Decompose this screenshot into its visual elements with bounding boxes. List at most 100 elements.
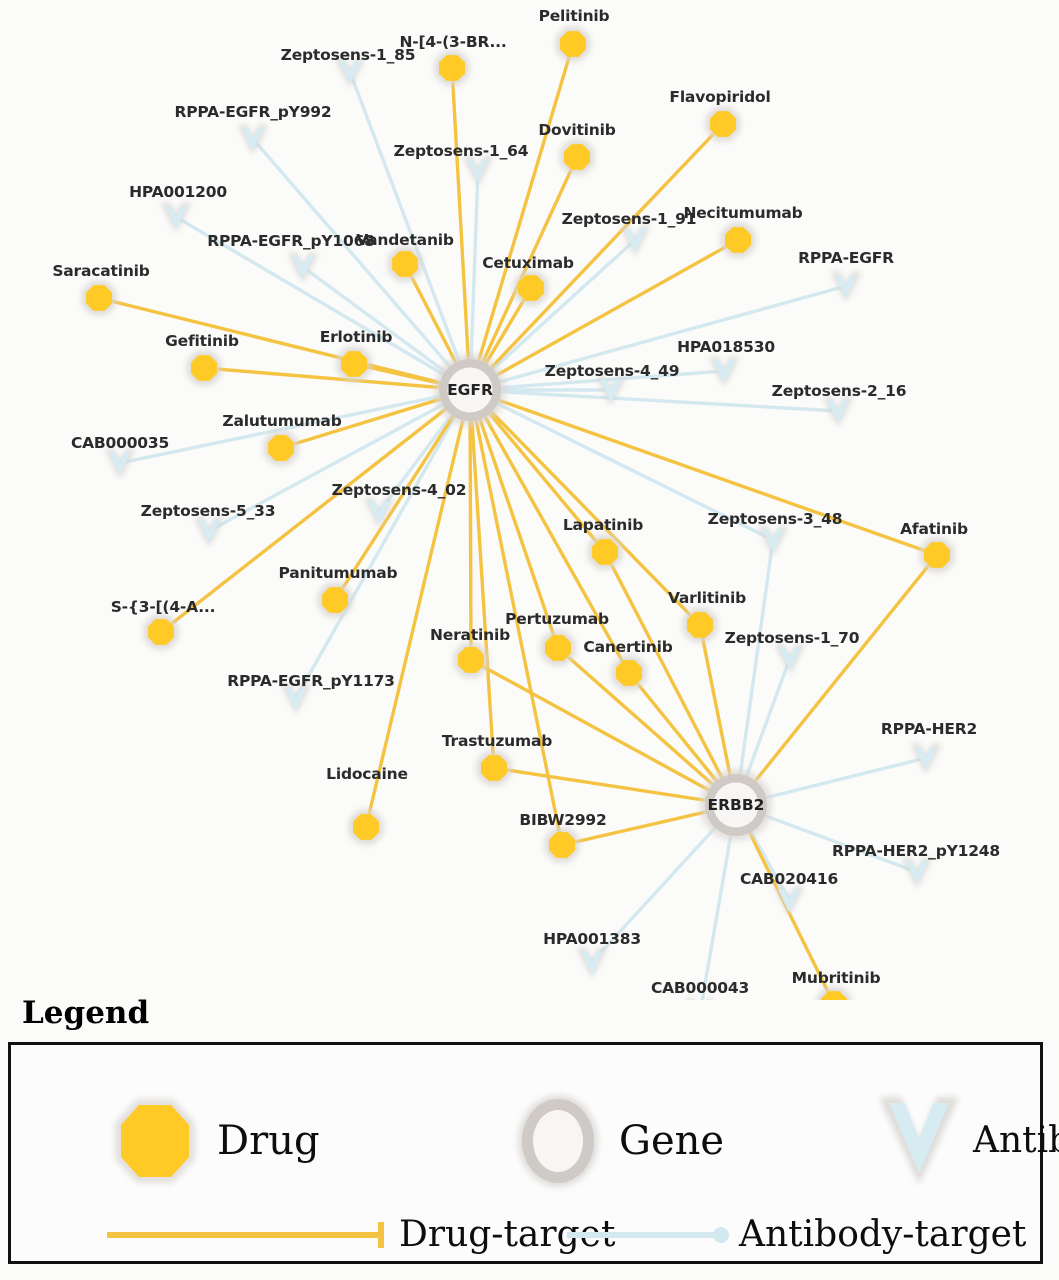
drug-node[interactable]	[186, 350, 222, 386]
antibody-node[interactable]	[596, 375, 626, 406]
legend-item-antibody: Antibody	[871, 1089, 1059, 1193]
edge-egfr	[364, 388, 472, 829]
antibody-node[interactable]	[758, 525, 788, 556]
drug-node[interactable]	[540, 630, 576, 666]
antibody-node[interactable]	[902, 857, 932, 888]
edge-egfr	[468, 388, 775, 542]
drug-node[interactable]	[705, 106, 741, 142]
edge-egfr	[159, 388, 472, 634]
antibody-node[interactable]	[238, 124, 268, 155]
drug-node[interactable]	[348, 809, 384, 845]
edge-erbb2	[556, 646, 738, 807]
nodes-layer	[81, 26, 955, 1000]
edge-egfr	[174, 215, 472, 392]
gene-node[interactable]	[434, 354, 506, 426]
antibody-node[interactable]	[281, 683, 311, 714]
drug-node[interactable]	[336, 346, 372, 382]
edge-egfr	[468, 122, 725, 392]
edge-egfr	[450, 66, 472, 392]
legend-label-antibody: Antibody	[973, 1120, 1059, 1161]
antibody-node[interactable]	[161, 202, 191, 233]
gene-node[interactable]	[700, 769, 772, 841]
antibody-node[interactable]	[194, 516, 224, 547]
edge-egfr	[468, 388, 473, 662]
legend-box: Drug Gene Antibody Drug-target Antibody-…	[8, 1042, 1059, 1264]
drug-node[interactable]	[317, 582, 353, 618]
antibody-node[interactable]	[775, 643, 805, 674]
drug-node[interactable]	[682, 607, 718, 643]
legend-item-antibody-target: Antibody-target	[563, 1217, 1026, 1253]
edge-erbb2	[603, 550, 738, 807]
edge-egfr	[468, 388, 560, 650]
antibody-icon	[879, 1097, 959, 1185]
legend-item-drug: Drug	[107, 1089, 320, 1193]
antibody-node[interactable]	[105, 448, 135, 479]
drug-node[interactable]	[143, 614, 179, 650]
edge-egfr	[333, 388, 472, 602]
legend-item-gene: Gene	[511, 1089, 724, 1193]
gene-icon	[518, 1095, 598, 1187]
drug-node[interactable]	[587, 534, 623, 570]
drug-node[interactable]	[919, 537, 955, 573]
antibody-target-edge-icon	[567, 1227, 729, 1243]
legend-label-gene: Gene	[619, 1118, 725, 1164]
drug-node[interactable]	[387, 246, 423, 282]
edge-egfr	[348, 70, 472, 392]
drug-target-edge-icon	[107, 1222, 384, 1248]
network-canvas	[81, 26, 955, 1000]
edges-layer	[97, 42, 939, 1000]
antibody-node[interactable]	[577, 947, 607, 978]
antibody-node[interactable]	[823, 396, 853, 427]
edge-egfr	[468, 388, 631, 675]
drug-icon	[115, 1099, 195, 1183]
drug-node[interactable]	[513, 270, 549, 306]
edge-egfr	[251, 137, 472, 392]
antibody-node[interactable]	[364, 497, 394, 528]
edge-erbb2	[734, 553, 939, 807]
antibody-node[interactable]	[685, 998, 715, 1000]
drug-node[interactable]	[81, 280, 117, 316]
edge-egfr	[202, 366, 472, 392]
drug-node[interactable]	[555, 26, 591, 62]
legend-item-drug-target: Drug-target	[103, 1217, 615, 1253]
legend-title: Legend	[22, 995, 150, 1031]
drug-node[interactable]	[720, 222, 756, 258]
antibody-node[interactable]	[288, 252, 318, 283]
network-diagram: Zeptosens-1_85 RPPA-EGFR_pY992 Zeptosens-1…	[52, 7, 1000, 1000]
edge-egfr	[118, 388, 472, 465]
edge-egfr	[468, 369, 726, 392]
drug-node[interactable]	[476, 750, 512, 786]
antibody-node[interactable]	[463, 155, 493, 186]
drug-node[interactable]	[611, 655, 647, 691]
edge-egfr	[468, 388, 840, 413]
drug-node[interactable]	[544, 827, 580, 863]
edge-erbb2	[469, 658, 738, 807]
antibody-node[interactable]	[335, 57, 365, 88]
edge-egfr	[207, 388, 472, 533]
gene-label-erbb2: ERBB2	[707, 796, 765, 814]
edge-egfr	[468, 388, 939, 557]
edge-egfr	[468, 42, 575, 392]
antibody-node[interactable]	[911, 743, 941, 774]
edge-egfr	[468, 168, 480, 392]
edge-erbb2	[492, 766, 738, 807]
drug-node[interactable]	[559, 139, 595, 175]
antibody-node[interactable]	[709, 356, 739, 387]
gene-label-egfr: EGFR	[447, 381, 493, 399]
legend-label-antibody-target: Antibody-target	[739, 1214, 1027, 1255]
edge-egfr	[468, 388, 496, 770]
legend-label-drug: Drug	[217, 1118, 320, 1164]
edge-egfr	[468, 388, 564, 847]
edge-egfr	[294, 388, 472, 700]
edge-erbb2	[734, 538, 775, 807]
edge-egfr	[468, 284, 848, 392]
drug-node[interactable]	[816, 986, 852, 1000]
drug-node[interactable]	[263, 430, 299, 466]
drug-node[interactable]	[453, 642, 489, 678]
antibody-node[interactable]	[620, 225, 650, 256]
antibody-node[interactable]	[774, 885, 804, 916]
edge-egfr	[468, 238, 740, 392]
edge-egfr	[468, 388, 702, 627]
antibody-node[interactable]	[831, 271, 861, 302]
drug-node[interactable]	[434, 50, 470, 86]
